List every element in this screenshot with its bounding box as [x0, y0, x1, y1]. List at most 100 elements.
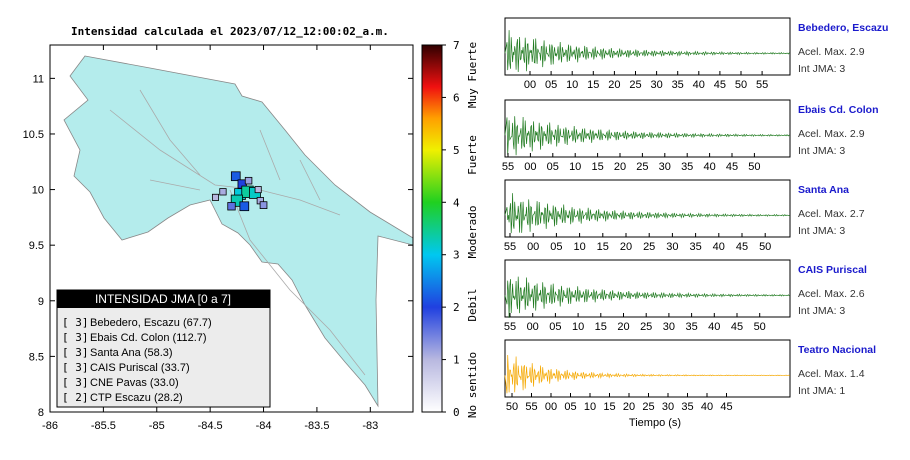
record-tick-label: 35: [672, 79, 684, 91]
record-frame: [504, 259, 791, 318]
legend-header: [57, 290, 270, 308]
acel-max: Acel. Max. 2.9: [798, 128, 865, 140]
station-intensity: [219, 188, 227, 196]
record-tick-label: 30: [663, 321, 675, 333]
record-tick-label: 45: [720, 401, 732, 413]
waveform: [504, 276, 790, 318]
record-tick-label: 35: [685, 321, 697, 333]
legend-level: [ 3]: [62, 316, 89, 329]
station-intensity: [227, 202, 236, 211]
map: [63, 55, 413, 408]
legend-name: Ebais Cd. Colon (112.7): [90, 332, 207, 344]
record-tick-label: 55: [502, 161, 514, 173]
acel-max: Acel. Max. 2.7: [798, 208, 865, 220]
colorbar-tick-label: 1: [453, 354, 460, 367]
record-tick-label: 30: [662, 401, 674, 413]
legend-level: [ 3]: [62, 376, 89, 389]
x-tick-label: -84.5: [198, 420, 223, 432]
record-tick-label: 35: [681, 161, 693, 173]
record-tick-label: 15: [603, 401, 615, 413]
acel-max: Acel. Max. 1.4: [798, 368, 865, 380]
record-tick-label: 50: [754, 321, 766, 333]
map-frame: [49, 44, 414, 413]
record-tick-label: 05: [550, 241, 562, 253]
legend-level: [ 2]: [62, 391, 89, 404]
x-tick-label: -86: [42, 420, 58, 432]
map-title: Intensidad calculada el 2023/07/12_12:00…: [71, 25, 389, 38]
record-tick-label: 40: [708, 321, 720, 333]
record-tick-label: 40: [701, 401, 713, 413]
x-axis-label: Tiempo (s): [629, 417, 681, 429]
record-tick-label: 50: [506, 401, 518, 413]
legend-name: CAIS Puriscal (33.7): [90, 362, 190, 374]
record-tick-label: 00: [524, 161, 536, 173]
record-tick-label: 35: [681, 401, 693, 413]
colorbar-tick-label: 6: [453, 91, 460, 104]
record-tick-label: 50: [759, 241, 771, 253]
record-tick-label: 55: [756, 79, 768, 91]
station-name: Santa Ana: [798, 184, 849, 196]
legend-name: CNE Pavas (33.0): [90, 377, 179, 389]
legend-title: INTENSIDAD JMA [0 a 7]: [95, 292, 231, 306]
station-intensity: [211, 193, 219, 201]
record-tick-label: 30: [650, 79, 662, 91]
record-frame: [504, 339, 791, 398]
record-tick-label: 15: [591, 161, 603, 173]
record-tick-label: 00: [545, 401, 557, 413]
colorbar-label: Fuerte: [466, 135, 479, 175]
record-tick-label: 35: [689, 241, 701, 253]
y-tick-label: 8.5: [29, 351, 44, 363]
waveform: [504, 354, 790, 394]
colorbar-label: Debil: [466, 288, 479, 321]
station-name: Ebais Cd. Colon: [798, 104, 879, 116]
station-name: CAIS Puriscal: [798, 264, 867, 276]
colorbar-tick-label: 3: [453, 249, 460, 262]
record-tick-label: 10: [584, 401, 596, 413]
colorbar-tick-label: 0: [453, 406, 460, 419]
int-jma: Int JMA: 3: [798, 225, 845, 237]
legend-name: Bebedero, Escazu (67.7): [90, 317, 212, 329]
acel-max: Acel. Max. 2.6: [798, 288, 865, 300]
station-name: Teatro Nacional: [798, 344, 876, 356]
record-tick-label: 15: [595, 321, 607, 333]
y-tick-label: 9: [38, 296, 44, 308]
legend-box: [56, 289, 271, 408]
record-tick-label: 00: [527, 241, 539, 253]
colorbar-tick-label: 4: [453, 196, 460, 209]
station-name: Bebedero, Escazu: [798, 22, 888, 34]
record-tick-label: 20: [608, 79, 620, 91]
legend-level: [ 3]: [62, 331, 89, 344]
record-tick-label: 25: [640, 321, 652, 333]
waveform: [504, 116, 790, 156]
x-tick-label: -83.5: [304, 420, 329, 432]
colorbar-tick-label: 5: [453, 144, 460, 157]
record-tick-label: 50: [735, 79, 747, 91]
station-intensity: [254, 186, 262, 194]
waveform: [504, 30, 790, 73]
record-tick-label: 15: [587, 79, 599, 91]
int-jma: Int JMA: 1: [798, 385, 845, 397]
record-tick-label: 50: [748, 161, 760, 173]
colorbar-label: Muy Fuerte: [466, 42, 479, 108]
record-tick-label: 55: [504, 321, 516, 333]
y-tick-label: 9.5: [29, 240, 44, 252]
record-tick-label: 20: [620, 241, 632, 253]
record-tick-label: 10: [569, 161, 581, 173]
roads: [109, 89, 366, 376]
station-intensity: [239, 201, 250, 212]
colorbar-tick-label: 2: [453, 301, 460, 314]
record-tick-label: 25: [636, 161, 648, 173]
record-tick-label: 40: [693, 79, 705, 91]
record-tick-label: 30: [659, 161, 671, 173]
record-tick-label: 20: [623, 401, 635, 413]
legend-name: CTP Escazu (28.2): [90, 392, 183, 404]
record-tick-label: 05: [547, 161, 559, 173]
x-tick-label: -83: [362, 420, 378, 432]
x-tick-label: -84: [256, 420, 272, 432]
colorbar: [421, 44, 443, 413]
record-tick-label: 25: [629, 79, 641, 91]
colorbar-tick-label: 7: [453, 39, 460, 52]
record-tick-label: 20: [617, 321, 629, 333]
record-tick-label: 00: [527, 321, 539, 333]
record-frame: [504, 179, 791, 238]
